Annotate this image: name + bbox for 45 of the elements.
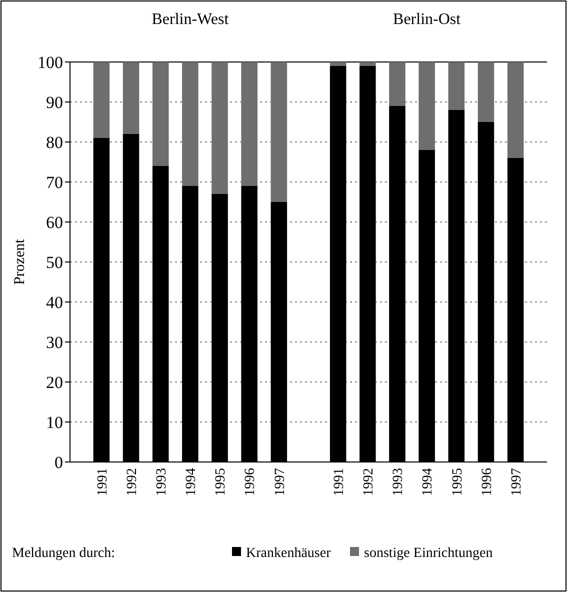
x-tick-label: 1994 xyxy=(184,468,200,496)
x-tick-label: 1991 xyxy=(332,468,347,496)
bar xyxy=(93,62,110,138)
bar xyxy=(270,62,288,202)
x-tick-label: 1996 xyxy=(243,468,258,496)
bar xyxy=(182,62,198,186)
x-tick-label: 1992 xyxy=(362,468,377,496)
y-tick-label: 40 xyxy=(46,292,63,312)
y-tick-label: 60 xyxy=(46,212,63,232)
y-tick-label: 10 xyxy=(46,412,63,432)
y-tick-label: 80 xyxy=(46,132,63,152)
x-tick-label: 1991 xyxy=(95,468,110,496)
bar xyxy=(241,62,258,186)
y-tick-label: 70 xyxy=(46,172,63,192)
y-tick-label: 90 xyxy=(46,92,63,112)
bar xyxy=(212,62,228,194)
y-tick-label: 30 xyxy=(46,332,63,352)
x-tick-label: 1996 xyxy=(480,468,495,496)
bar xyxy=(507,62,524,158)
y-tick-label: 20 xyxy=(46,372,63,392)
x-tick-label: 1993 xyxy=(391,468,406,496)
bar xyxy=(360,62,376,66)
text: Berlin-West xyxy=(152,11,230,28)
bar xyxy=(389,62,406,106)
y-tick-label: 0 xyxy=(54,452,63,472)
x-tick-label: 1995 xyxy=(450,468,466,496)
bar xyxy=(330,62,346,66)
x-tick-label: 1994 xyxy=(420,468,436,496)
text: Berlin-Ost xyxy=(393,11,462,28)
x-tick-label: 1992 xyxy=(124,468,140,496)
bar xyxy=(152,62,169,166)
x-tick-label: 1997 xyxy=(509,468,524,496)
legend-title: Meldungen durch: xyxy=(12,546,116,561)
y-tick-label: 50 xyxy=(46,252,63,272)
bar xyxy=(122,62,140,134)
bar xyxy=(448,62,465,110)
bar xyxy=(418,62,435,150)
x-tick-label: 1997 xyxy=(272,468,288,496)
x-tick-label: 1995 xyxy=(214,468,229,496)
y-tick-label: 100 xyxy=(38,52,63,72)
legend-label: sonstige Einrichtungen xyxy=(364,546,493,561)
bar xyxy=(478,62,494,122)
y-axis-title: Prozent xyxy=(12,238,28,285)
legend-label: Krankenhäuser xyxy=(246,546,332,561)
x-tick-label: 1993 xyxy=(154,468,170,496)
